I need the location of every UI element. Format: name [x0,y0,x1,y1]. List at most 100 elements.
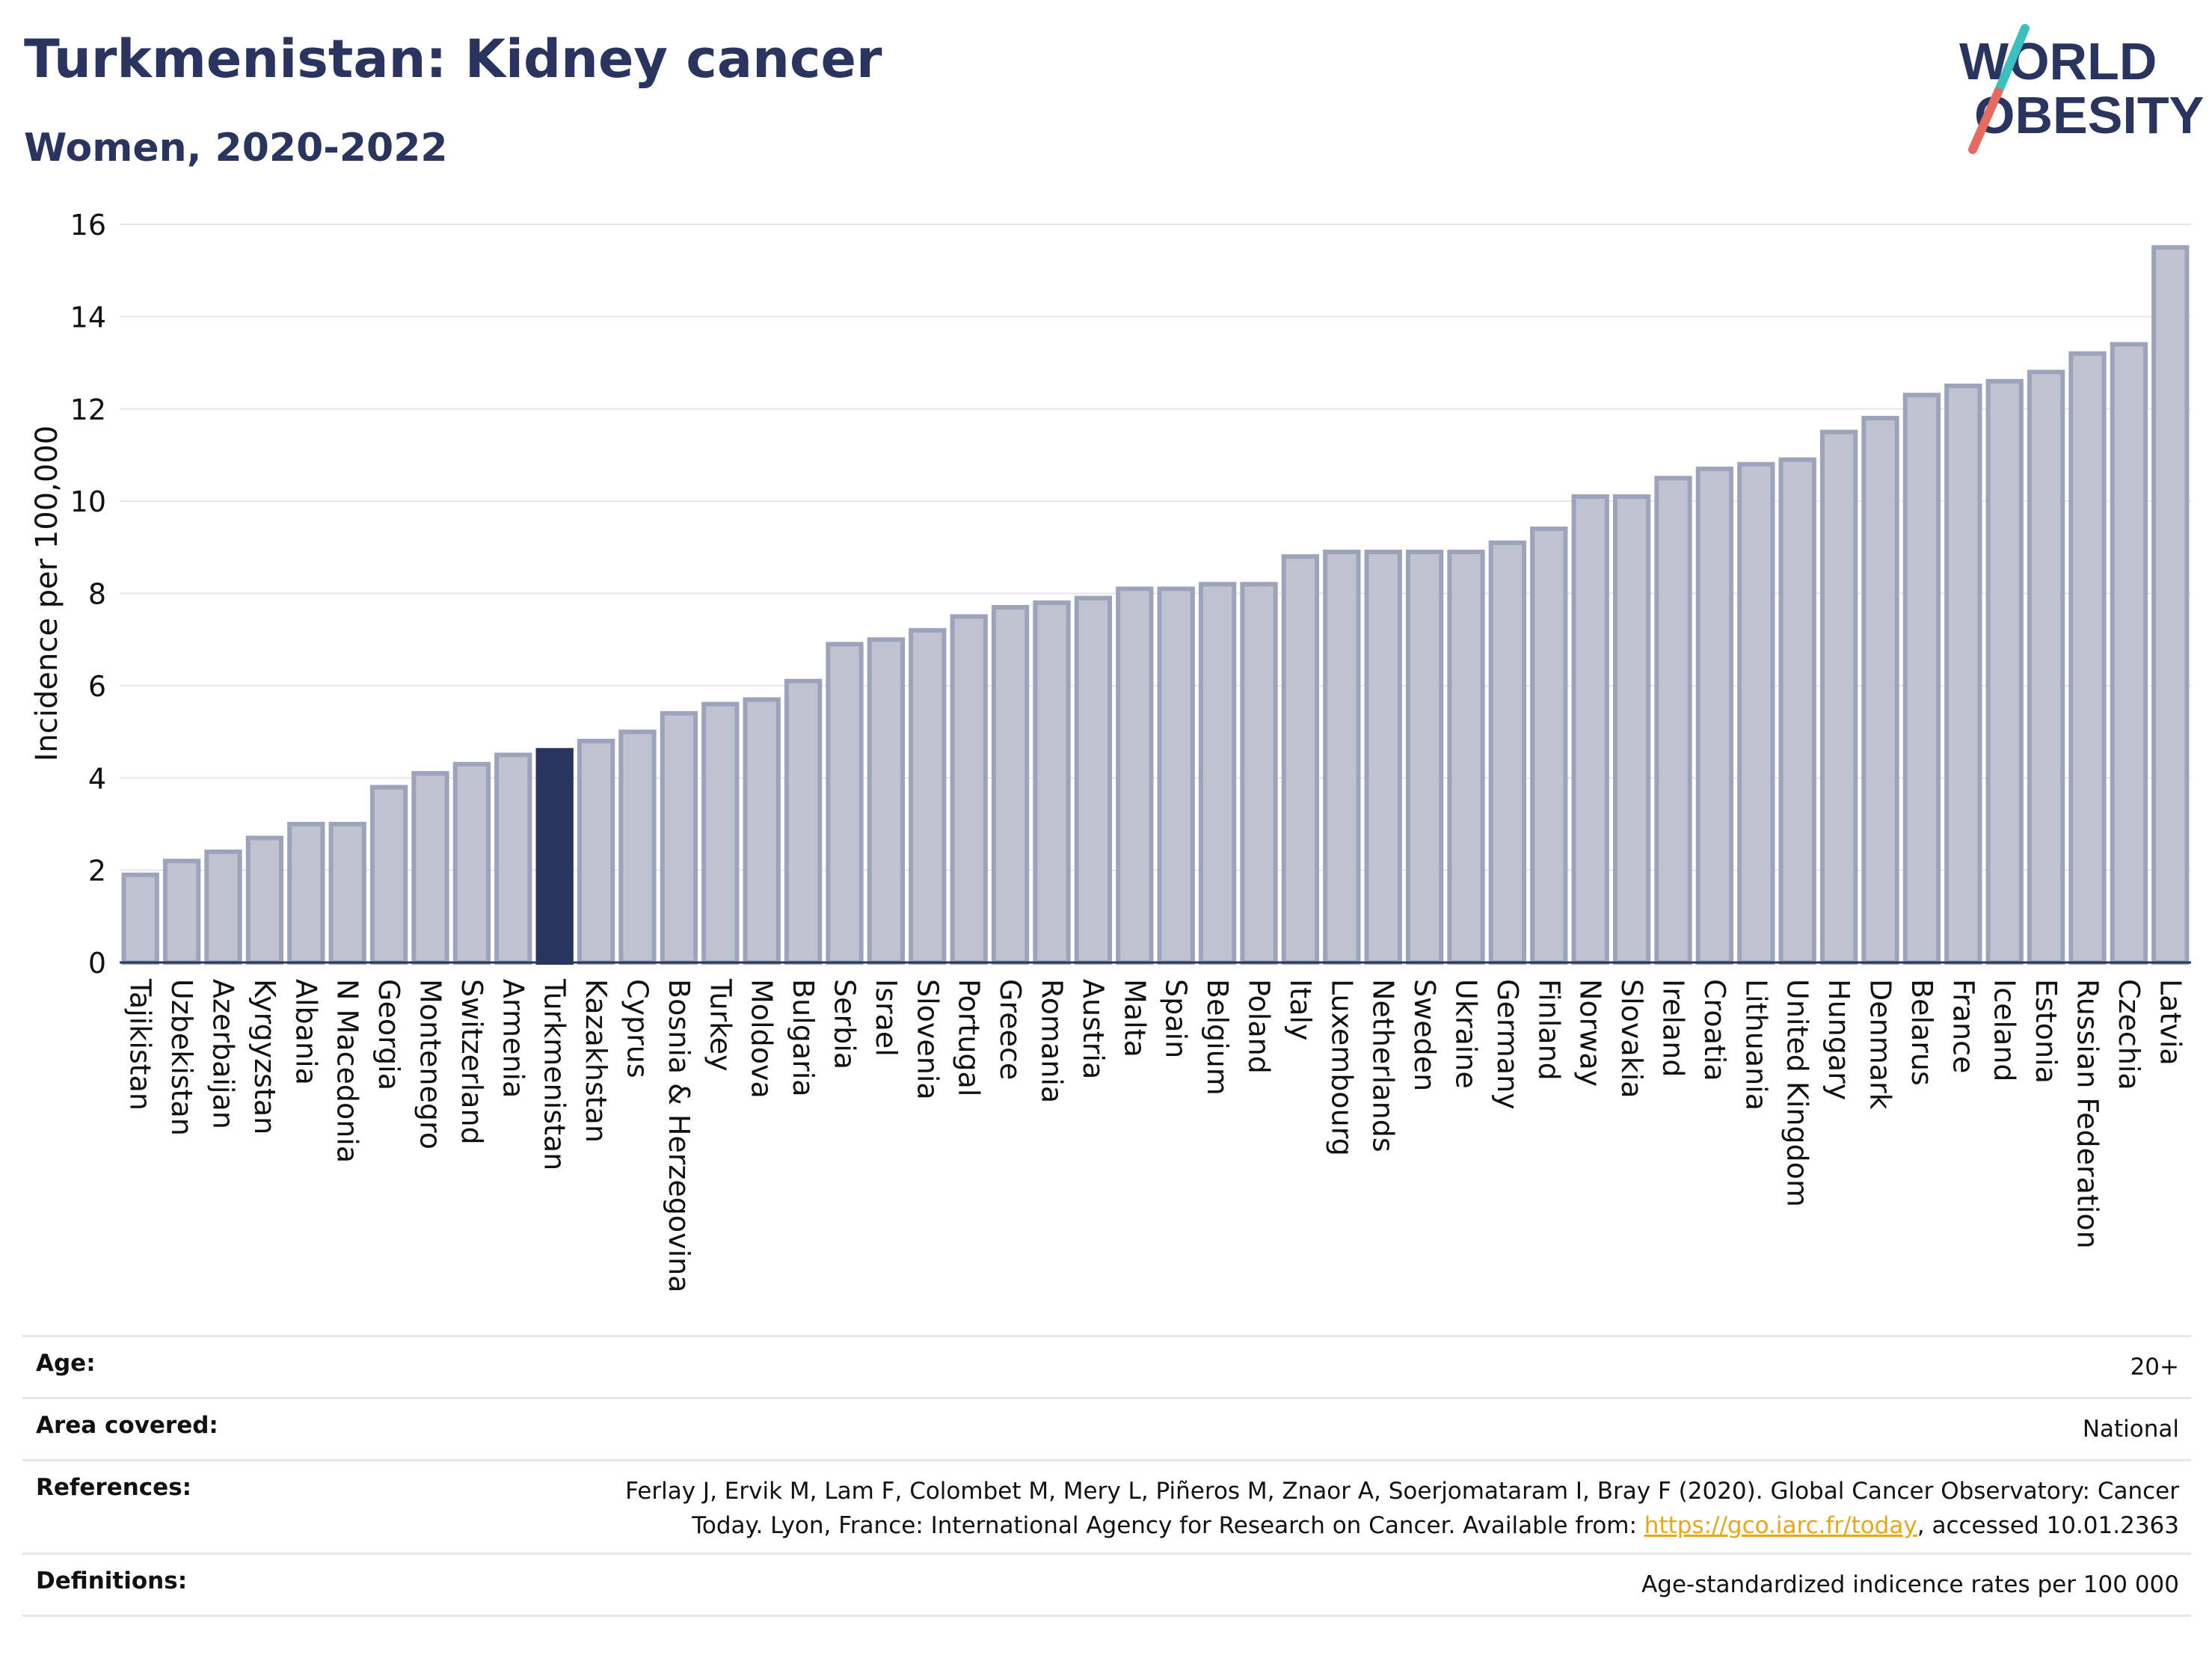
x-tick-label: Luxembourg [1325,979,1358,1156]
meta-area-value: National [2082,1416,2179,1443]
x-tick-label: Slovenia [911,979,944,1100]
x-tick-label: Netherlands [1367,979,1400,1152]
chart-title: Turkmenistan: Kidney cancer [24,28,882,90]
y-tick-label: 12 [70,393,106,426]
bar-n-macedonia [328,821,366,965]
bar-estonia [2027,369,2065,965]
x-tick-label: Slovakia [1615,979,1648,1099]
bar-kyrgyzstan [245,835,284,965]
x-tick-label: Portugal [953,979,986,1096]
bar-albania [287,821,325,965]
x-tick-label: Ukraine [1450,979,1483,1089]
bar-switzerland [452,761,491,965]
logo-slash-teal [1994,24,2030,96]
bar-serbia [826,642,864,965]
references-link[interactable]: https://gco.iarc.fr/today [1644,1512,1917,1539]
x-tick-label: Bosnia & Herzegovina [663,979,695,1293]
bar-czechia [2110,342,2148,965]
references-line-2: Today. Lyon, France: International Agenc… [692,1512,2179,1539]
bar-ukraine [1447,549,1485,965]
logo-line1: WORLD [1959,32,2157,90]
x-axis-ticks: Tajikistan Uzbekistan Azerbaijan Kyrgyzstan… [124,978,2187,1293]
world-obesity-logo: WORLD OBESITY [1959,24,2204,154]
bar-spain [1157,586,1195,965]
bar-israel [867,637,906,965]
x-tick-label: Russian Federation [2071,979,2104,1249]
references-line-1: Ferlay J, Ervik M, Lam F, Colombet M, Me… [625,1478,2179,1505]
chart-subtitle: Women, 2020-2022 [24,126,448,171]
bar-sweden [1405,549,1444,965]
x-tick-label: Belarus [1905,979,1938,1086]
y-axis-ticks: 0 2 4 6 8 10 12 14 16 [70,209,106,980]
bar-turkmenistan [535,748,574,965]
x-tick-label: Bulgaria [787,979,820,1097]
x-tick-label: Ireland [1657,979,1690,1077]
x-tick-label: Latvia [2154,979,2187,1066]
bar-tajikistan [121,872,159,965]
y-tick-label: 10 [70,485,106,518]
bar-georgia [369,784,408,965]
x-tick-label: Turkmenistan [538,978,571,1170]
bar-romania [1033,600,1071,965]
x-tick-label: Tajikistan [124,978,157,1111]
x-tick-label: Iceland [1988,979,2021,1082]
meta-age-value: 20+ [2130,1354,2179,1381]
meta-references-value: Ferlay J, Ervik M, Lam F, Colombet M, Me… [22,1461,2191,1543]
x-tick-label: Montenegro [414,979,447,1149]
bar-portugal [950,614,988,965]
y-tick-label: 6 [88,670,106,703]
bar-luxembourg [1323,549,1361,965]
x-tick-label: Sweden [1408,979,1441,1091]
meta-definitions-value: Age-standardized indicence rates per 100… [1641,1571,2179,1598]
y-tick-label: 14 [70,301,106,334]
x-tick-label: United Kingdom [1781,979,1814,1207]
x-tick-label: France [1947,979,1979,1073]
x-tick-label: Uzbekistan [165,979,198,1136]
bar-russian-federation [2068,351,2107,965]
meta-area-label: Area covered: [36,1412,218,1439]
bar-ireland [1654,476,1692,965]
x-tick-label: Kazakhstan [580,979,612,1143]
bar-kazakhstan [577,738,615,965]
x-tick-label: Belgium [1201,979,1234,1096]
metadata-table: Age: 20+ Area covered: National Referenc… [22,1335,2191,1617]
bar-uzbekistan [162,859,201,965]
bar-turkey [701,701,740,965]
meta-definitions-label: Definitions: [36,1568,188,1594]
x-tick-label: Serbia [829,979,861,1069]
x-tick-label: Germany [1491,979,1524,1110]
meta-references-label: References: [36,1474,192,1501]
bar-latvia [2151,245,2190,965]
bar-italy [1281,554,1320,965]
bars [121,245,2190,965]
x-tick-label: Switzerland [455,979,488,1145]
x-tick-label: Israel [870,979,903,1057]
x-tick-label: Finland [1532,979,1565,1081]
bar-armenia [494,752,532,965]
bar-cyprus [618,729,657,965]
bar-croatia [1695,466,1734,965]
x-tick-label: Romania [1036,979,1069,1103]
x-tick-label: Denmark [1864,979,1897,1110]
x-tick-label: Spain [1160,979,1193,1058]
x-tick-label: Moldova [746,979,778,1099]
x-tick-label: Czechia [2113,979,2145,1090]
x-tick-label: Croatia [1698,979,1731,1081]
meta-row-age: Age: 20+ [22,1335,2191,1397]
bar-norway [1571,494,1609,965]
x-tick-label: Malta [1118,979,1151,1057]
bar-austria [1074,595,1113,965]
bar-montenegro [411,771,449,965]
y-axis-label: Incidence per 100,000 [30,426,64,762]
y-tick-label: 2 [88,855,106,888]
bar-denmark [1861,416,1899,965]
x-tick-label: Cyprus [621,979,654,1078]
x-tick-label: Estonia [2030,979,2062,1084]
bar-poland [1240,582,1278,965]
bar-united-kingdom [1778,457,1816,965]
bar-finland [1530,526,1568,965]
x-tick-label: N Macedonia [331,979,364,1163]
meta-row-definitions: Definitions: Age-standardized indicence … [22,1553,2191,1617]
bar-malta [1116,586,1154,965]
bar-slovakia [1612,494,1651,965]
